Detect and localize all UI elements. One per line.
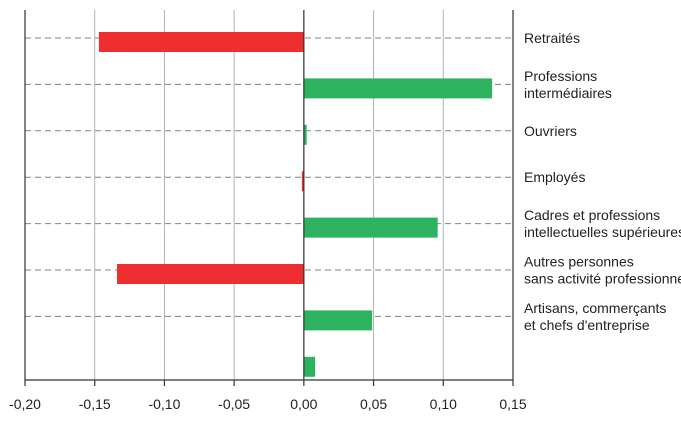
x-tick-labels: -0,20 -0,15 -0,10 -0,05 0,00 0,05 0,10 0,15 (9, 396, 527, 412)
category-label: Employés (524, 169, 585, 185)
x-tick-label: -0,05 (218, 396, 250, 412)
bar (117, 264, 304, 284)
category-label: Artisans, commerçants (524, 300, 666, 316)
bar (303, 356, 316, 377)
category-label: Ouvriers (524, 123, 577, 139)
category-label: et chefs d'entreprise (524, 317, 650, 333)
bar (303, 217, 438, 238)
category-label: sans activité professionnelle (524, 271, 681, 287)
category-label: intellectuelles supérieures (524, 224, 681, 240)
bar (303, 310, 373, 331)
vertical-gridlines (24, 10, 514, 380)
bar (303, 124, 307, 145)
bar (98, 32, 304, 52)
x-tick-label: -0,10 (148, 396, 180, 412)
axes (24, 10, 514, 386)
category-label: Autres personnes (524, 254, 634, 270)
category-label: Professions (524, 68, 597, 84)
x-tick-label: 0,00 (290, 396, 317, 412)
x-tick-label: -0,20 (9, 396, 41, 412)
bar (301, 171, 304, 192)
category-label: Retraités (524, 30, 580, 46)
category-label: intermédiaires (524, 85, 612, 101)
category-label: Cadres et professions (524, 207, 660, 223)
x-tick-label: 0,15 (499, 396, 526, 412)
x-tick-label: -0,15 (79, 396, 111, 412)
x-tick-label: 0,10 (430, 396, 457, 412)
bar (303, 78, 493, 99)
bars (98, 32, 493, 377)
x-tick-label: 0,05 (360, 396, 387, 412)
